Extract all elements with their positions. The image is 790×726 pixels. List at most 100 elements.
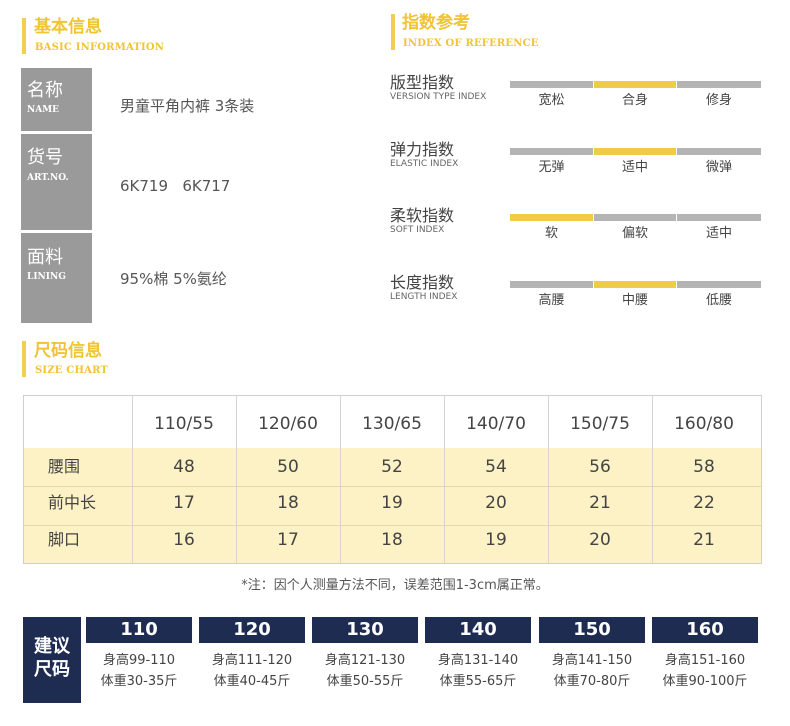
size-row-label: 脚口: [48, 530, 81, 549]
index-segment: [510, 281, 593, 288]
index-option-label: 微弹: [705, 160, 732, 175]
index-label-en: LENGTH INDEX: [390, 292, 458, 302]
lining-label-en: LINING: [27, 272, 66, 282]
index-label-en: VERSION TYPE INDEX: [390, 92, 487, 102]
index-option-label: 低腰: [705, 293, 732, 308]
name-value: 男童平角内裤 3条装: [120, 97, 255, 115]
size-cell: 22: [693, 493, 715, 513]
suggested-size-label-line2: 尺码: [34, 659, 70, 680]
size-cell: 18: [381, 530, 403, 550]
suggested-height: 身高111-120: [211, 653, 293, 668]
suggested-weight: 体重55-65斤: [439, 674, 517, 689]
index-option-label: 宽松: [538, 93, 565, 108]
index-segment: [510, 81, 593, 88]
column-divider: [548, 396, 549, 563]
size-chart-accent-bar: [22, 341, 26, 377]
index-option-label: 合身: [621, 93, 648, 108]
size-cell: 50: [277, 457, 299, 477]
suggested-weight: 体重70-80斤: [553, 674, 631, 689]
suggested-size-box: 140: [425, 617, 531, 643]
basic-info-accent-bar: [22, 18, 26, 54]
index-option-label: 高腰: [538, 293, 565, 308]
size-column-header: 120/60: [258, 414, 318, 434]
index-segment: [677, 281, 761, 288]
index-label: 版型指数: [390, 73, 455, 92]
column-divider: [340, 396, 341, 563]
suggested-size-box: 130: [312, 617, 418, 643]
index-segment: [677, 148, 761, 155]
suggested-height: 身高141-150: [551, 653, 633, 668]
index-option-label: 偏软: [621, 226, 648, 241]
column-divider: [652, 396, 653, 563]
name-label: 名称: [27, 80, 63, 101]
basic-info-subtitle: BASIC INFORMATION: [35, 42, 165, 53]
suggested-size-box: 150: [539, 617, 645, 643]
size-cell: 48: [173, 457, 195, 477]
size-cell: 21: [693, 530, 715, 550]
size-column-header: 160/80: [674, 414, 734, 434]
size-row-label: 前中长: [48, 493, 97, 512]
column-divider: [132, 396, 133, 563]
suggested-height: 身高131-140: [437, 653, 519, 668]
suggested-weight: 体重50-55斤: [326, 674, 404, 689]
index-option-label: 修身: [705, 93, 732, 108]
art-no-label: 货号: [27, 147, 63, 168]
size-cell: 17: [277, 530, 299, 550]
suggested-size-label: 建议 尺码: [23, 617, 81, 703]
lining-label-block: 面料 LINING: [21, 233, 92, 323]
size-column-header: 130/65: [362, 414, 422, 434]
index-accent-bar: [391, 14, 395, 50]
basic-info-title: 基本信息: [34, 17, 102, 37]
index-segment-selected: [594, 81, 676, 88]
size-cell: 20: [485, 493, 507, 513]
size-chart-body-band: [24, 448, 761, 563]
index-segment-selected: [594, 148, 676, 155]
index-option-label: 无弹: [538, 160, 565, 175]
suggested-height: 身高99-110: [102, 653, 176, 668]
lining-label: 面料: [27, 247, 63, 268]
size-column-header: 110/55: [154, 414, 214, 434]
size-cell: 18: [277, 493, 299, 513]
name-label-block: 名称 NAME: [21, 68, 92, 131]
index-label-en: ELASTIC INDEX: [390, 159, 459, 169]
size-cell: 56: [589, 457, 611, 477]
index-option-label: 中腰: [621, 293, 648, 308]
index-label-en: SOFT INDEX: [390, 225, 445, 235]
lining-value: 95%棉 5%氨纶: [120, 270, 227, 288]
column-divider: [444, 396, 445, 563]
index-segment: [677, 214, 761, 221]
size-chart-title: 尺码信息: [34, 341, 102, 361]
size-cell: 54: [485, 457, 507, 477]
art-no-label-en: ART.NO.: [27, 173, 69, 183]
size-cell: 19: [381, 493, 403, 513]
index-label: 柔软指数: [390, 206, 455, 225]
suggested-weight: 体重90-100斤: [662, 674, 748, 689]
suggested-height: 身高121-130: [324, 653, 406, 668]
index-segment-selected: [510, 214, 593, 221]
index-label: 长度指数: [390, 273, 455, 292]
size-column-header: 150/75: [570, 414, 630, 434]
size-chart-subtitle: SIZE CHART: [35, 365, 109, 376]
index-option-label: 软: [544, 226, 558, 241]
size-cell: 17: [173, 493, 195, 513]
art-no-value: 6K719 6K717: [120, 177, 231, 195]
size-cell: 16: [173, 530, 195, 550]
index-label: 弹力指数: [390, 140, 455, 159]
size-cell: 21: [589, 493, 611, 513]
suggested-size-label-line1: 建议: [34, 636, 70, 657]
size-chart-table: 110/55 120/60 130/65 140/70 150/75 160/80 腰围 48…: [23, 395, 762, 564]
suggested-size-box: 160: [652, 617, 758, 643]
suggested-weight: 体重40-45斤: [213, 674, 291, 689]
size-cell: 20: [589, 530, 611, 550]
size-cell: 58: [693, 457, 715, 477]
size-column-header: 140/70: [466, 414, 526, 434]
index-option-label: 适中: [705, 226, 732, 241]
index-option-label: 适中: [621, 160, 648, 175]
index-segment-selected: [594, 281, 676, 288]
suggested-size-box: 110: [86, 617, 192, 643]
index-segment: [510, 148, 593, 155]
suggested-height: 身高151-160: [664, 653, 746, 668]
size-cell: 52: [381, 457, 403, 477]
name-label-en: NAME: [27, 105, 60, 115]
column-divider: [236, 396, 237, 563]
